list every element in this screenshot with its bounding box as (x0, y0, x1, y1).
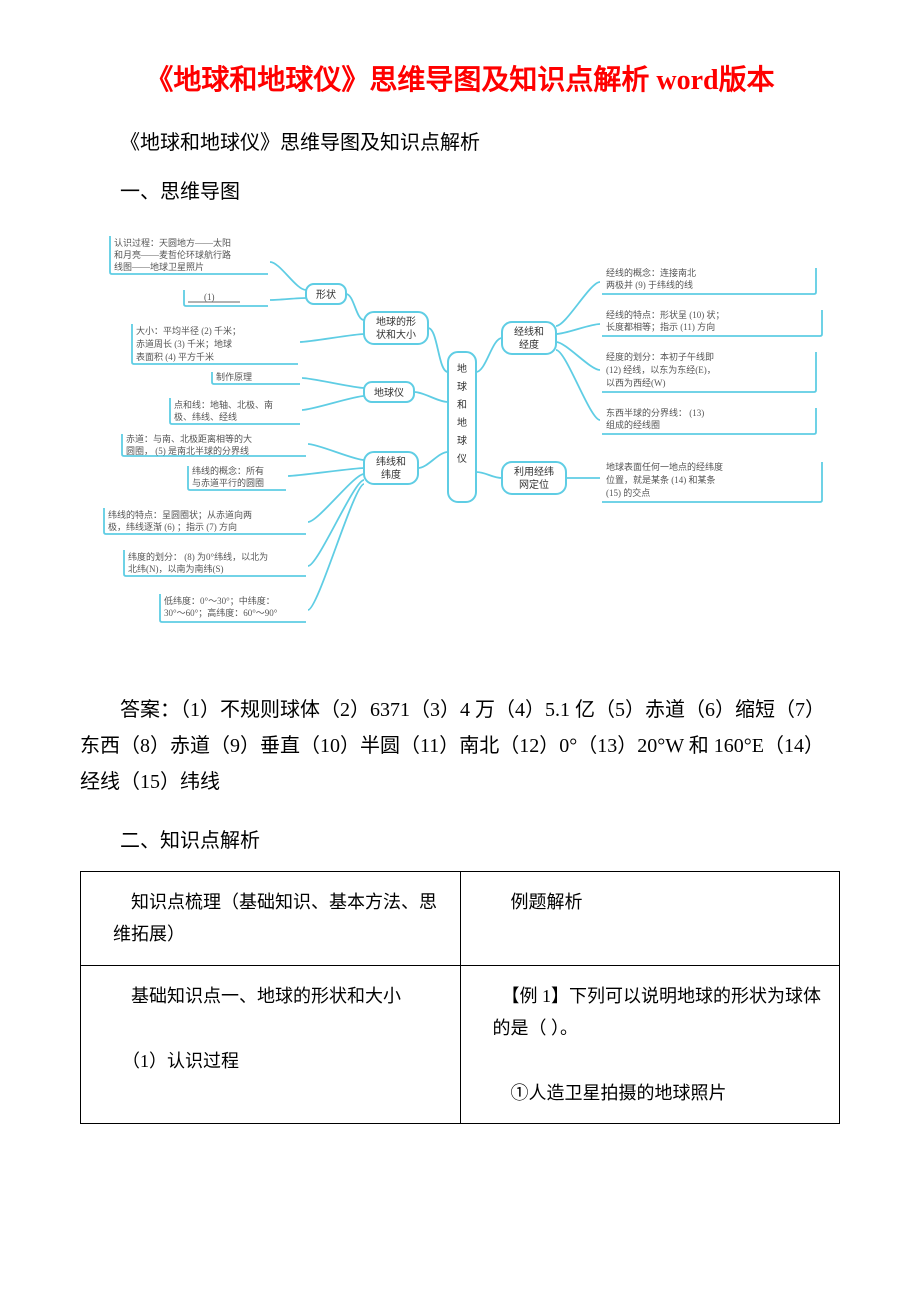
svg-text:表面积 (4) 平方千米: 表面积 (4) 平方千米 (136, 351, 214, 362)
svg-text:和月亮——麦哲伦环球航行路: 和月亮——麦哲伦环球航行路 (114, 249, 231, 260)
table-row: 知识点梳理（基础知识、基本方法、思维拓展） 例题解析 (81, 872, 840, 966)
svg-text:大小：平均半径 (2) 千米；: 大小：平均半径 (2) 千米； (136, 325, 241, 336)
mindmap-diagram: 地球和地球仪 地球的形 状和大小 地球仪 纬线和 纬度 经线和 经度 利用经纬 … (80, 222, 840, 672)
svg-text:低纬度：0°～30°；中纬度：: 低纬度：0°～30°；中纬度： (164, 595, 275, 606)
svg-text:赤道：与南、北极距离相等的大: 赤道：与南、北极距离相等的大 (126, 433, 252, 444)
table-header-left: 知识点梳理（基础知识、基本方法、思维拓展） (81, 872, 461, 966)
svg-text:长度都相等；指示 (11) 方向: 长度都相等；指示 (11) 方向 (606, 321, 715, 332)
svg-text:点和线：地轴、北极、南: 点和线：地轴、北极、南 (174, 399, 273, 410)
svg-text:极、纬线、经线: 极、纬线、经线 (174, 411, 237, 422)
svg-text:制作原理: 制作原理 (216, 371, 252, 382)
svg-text:(1): (1) (204, 292, 215, 302)
svg-text:(12) 经线，以东为东经(E)，: (12) 经线，以东为东经(E)， (606, 364, 716, 375)
svg-text:纬度的划分： (8) 为0°纬线，以北为: 纬度的划分： (8) 为0°纬线，以北为 (128, 551, 268, 562)
svg-text:利用经纬: 利用经纬 (514, 465, 554, 478)
svg-text:位置，就是某条 (14) 和某条: 位置，就是某条 (14) 和某条 (606, 474, 716, 485)
svg-text:线图——地球卫星照片: 线图——地球卫星照片 (114, 261, 204, 272)
cell-text: 基础知识点一、地球的形状和大小 (113, 980, 448, 1012)
svg-text:状和大小: 状和大小 (376, 328, 416, 341)
section1-heading: 一、思维导图 (80, 175, 840, 204)
svg-text:经度: 经度 (519, 338, 539, 351)
svg-text:圆圈， (5) 是南北半球的分界线: 圆圈， (5) 是南北半球的分界线 (126, 445, 249, 456)
svg-text:网定位: 网定位 (519, 478, 549, 491)
svg-text:纬线和: 纬线和 (376, 455, 406, 468)
subtitle: 《地球和地球仪》思维导图及知识点解析 (80, 126, 840, 155)
knowledge-table: 知识点梳理（基础知识、基本方法、思维拓展） 例题解析 基础知识点一、地球的形状和… (80, 871, 840, 1124)
svg-text:纬线的特点：呈圆圈状；从赤道向两: 纬线的特点：呈圆圈状；从赤道向两 (108, 509, 252, 520)
cell-text: 【例 1】下列可以说明地球的形状为球体的是（ ）。 (493, 980, 828, 1045)
table-row: 基础知识点一、地球的形状和大小 （1）认识过程 【例 1】下列可以说明地球的形状… (81, 965, 840, 1124)
table-header-right: 例题解析 (460, 872, 840, 966)
svg-text:30°～60°；高纬度：60°～90°: 30°～60°；高纬度：60°～90° (164, 607, 278, 618)
section2-heading: 二、知识点解析 (80, 824, 840, 853)
svg-text:组成的经线圈: 组成的经线圈 (606, 419, 660, 430)
svg-text:地球的形: 地球的形 (376, 315, 416, 328)
svg-text:纬线的概念：所有: 纬线的概念：所有 (192, 465, 264, 476)
svg-text:与赤道平行的圆圈: 与赤道平行的圆圈 (192, 477, 264, 488)
svg-text:极，纬线逐渐 (6) ；指示 (7) 方向: 极，纬线逐渐 (6) ；指示 (7) 方向 (108, 521, 237, 532)
cell-text: ①人造卫星拍摄的地球照片 (493, 1077, 828, 1109)
svg-text:经线和: 经线和 (514, 325, 544, 338)
table-cell-left: 基础知识点一、地球的形状和大小 （1）认识过程 (81, 965, 461, 1124)
svg-text:两极并 (9) 于纬线的线: 两极并 (9) 于纬线的线 (606, 279, 693, 290)
svg-text:形状: 形状 (316, 288, 336, 301)
svg-text:纬度: 纬度 (381, 468, 401, 481)
svg-text:经度的划分：本初子午线即: 经度的划分：本初子午线即 (606, 351, 714, 362)
svg-text:认识过程：天圆地方——太阳: 认识过程：天圆地方——太阳 (114, 237, 231, 248)
svg-text:地球表面任何一地点的经纬度: 地球表面任何一地点的经纬度 (606, 461, 723, 472)
table-cell-right: 【例 1】下列可以说明地球的形状为球体的是（ ）。 ①人造卫星拍摄的地球照片 (460, 965, 840, 1124)
main-title: 《地球和地球仪》思维导图及知识点解析 word版本 (80, 60, 840, 102)
svg-text:赤道周长 (3) 千米；地球: 赤道周长 (3) 千米；地球 (136, 338, 232, 349)
answers-text: 答案：（1）不规则球体（2）6371（3）4 万（4）5.1 亿（5）赤道（6）… (80, 692, 840, 800)
svg-text:东西半球的分界线： (13): 东西半球的分界线： (13) (606, 407, 704, 418)
svg-text:经线的概念：连接南北: 经线的概念：连接南北 (606, 267, 696, 278)
svg-text:地球仪: 地球仪 (374, 386, 404, 399)
svg-text:以西为西经(W): 以西为西经(W) (606, 377, 666, 388)
svg-text:(15) 的交点: (15) 的交点 (606, 487, 650, 498)
svg-text:经线的特点：形状呈 (10) 状；: 经线的特点：形状呈 (10) 状； (606, 309, 725, 320)
svg-text:北纬(N)，以南为南纬(S): 北纬(N)，以南为南纬(S) (128, 563, 224, 574)
cell-text: （1）认识过程 (113, 1045, 448, 1077)
